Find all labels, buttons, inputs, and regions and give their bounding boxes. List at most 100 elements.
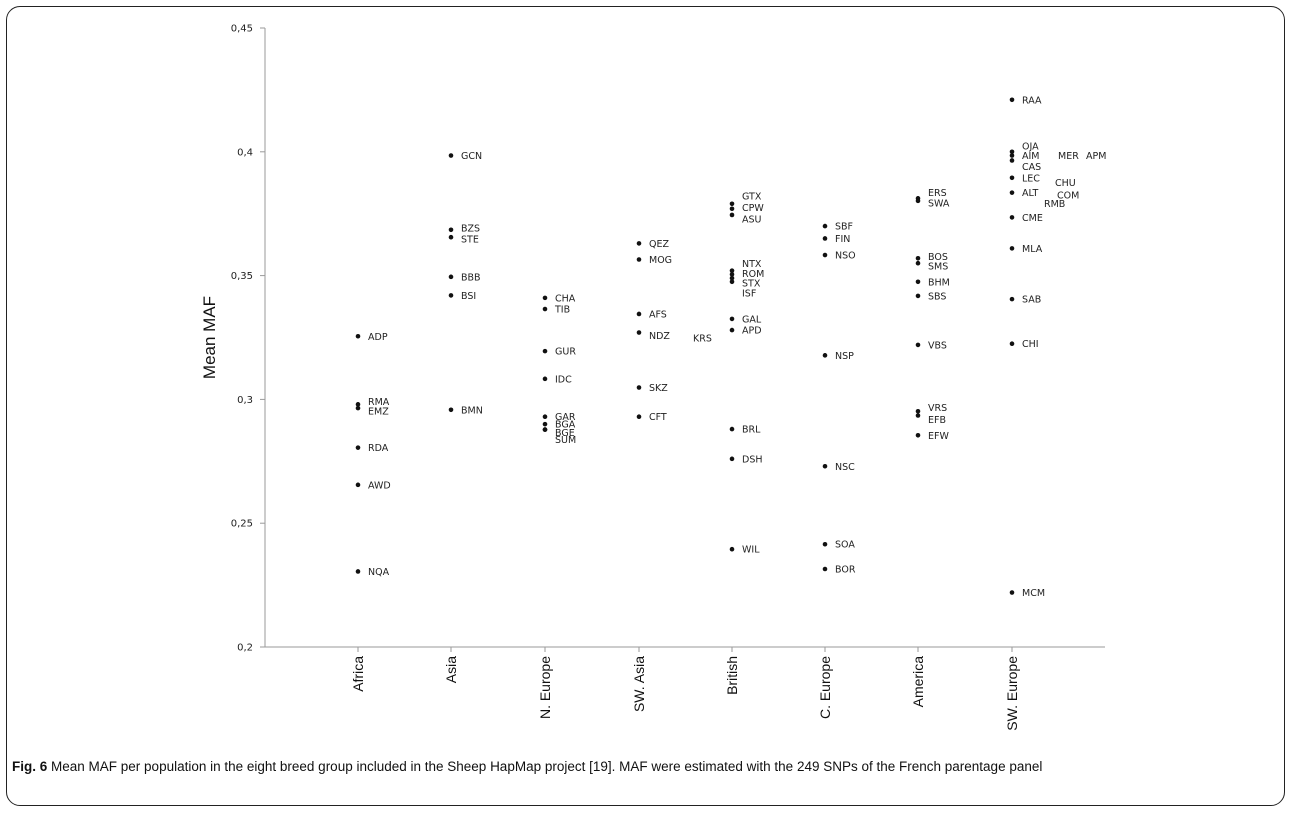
data-point bbox=[915, 255, 921, 261]
data-point-label: CHI bbox=[1022, 339, 1039, 350]
y-tick-label: 0,45 bbox=[231, 24, 253, 35]
data-point-label: EFW bbox=[928, 431, 949, 442]
data-point bbox=[915, 260, 921, 266]
data-point bbox=[355, 405, 361, 411]
data-point-label: SKZ bbox=[649, 383, 668, 394]
data-point-label: MCM bbox=[1022, 588, 1045, 599]
data-point-label: NSC bbox=[835, 462, 855, 473]
x-tick-label: N. Europe bbox=[537, 656, 553, 719]
data-point bbox=[542, 376, 548, 382]
data-point-label: NSP bbox=[835, 351, 854, 362]
data-point-label: OJA bbox=[1022, 141, 1039, 152]
data-point bbox=[729, 279, 735, 285]
data-point bbox=[729, 426, 735, 432]
data-point bbox=[729, 206, 735, 212]
data-point-label: AIM bbox=[1022, 151, 1040, 162]
data-point-label: ISF bbox=[742, 288, 756, 299]
data-point-label: GCN bbox=[461, 151, 482, 162]
data-point-label: ASU bbox=[742, 214, 762, 225]
data-point bbox=[915, 433, 921, 438]
data-point bbox=[1009, 149, 1015, 155]
data-point-label: BHM bbox=[928, 277, 950, 288]
x-tick-label: British bbox=[724, 656, 740, 695]
data-point-label: FIN bbox=[835, 234, 850, 245]
data-point bbox=[729, 546, 735, 552]
data-point-label: BRL bbox=[742, 425, 761, 436]
data-point-label: GTX bbox=[742, 191, 762, 202]
data-point bbox=[915, 293, 921, 299]
data-point-label: GAL bbox=[742, 314, 762, 325]
y-tick-label: 0,4 bbox=[237, 147, 253, 158]
x-tick-label: America bbox=[910, 656, 926, 708]
data-point bbox=[355, 445, 361, 450]
data-point-label: TIB bbox=[554, 305, 570, 316]
data-point-label: SWA bbox=[928, 198, 950, 209]
data-point bbox=[636, 414, 642, 420]
data-point bbox=[729, 268, 735, 273]
data-point bbox=[1009, 296, 1015, 302]
data-point-label: ERS bbox=[928, 188, 947, 199]
data-point bbox=[729, 272, 735, 277]
data-point-label: ADP bbox=[368, 332, 388, 343]
data-point-label: MOG bbox=[649, 255, 672, 266]
data-point-label: GUR bbox=[555, 347, 576, 358]
data-point bbox=[915, 198, 921, 204]
data-point-label: KRS bbox=[693, 334, 712, 345]
x-tick-label: SW. Asia bbox=[631, 656, 647, 712]
data-point-label: RMB bbox=[1044, 199, 1065, 210]
data-point-label: APD bbox=[742, 326, 762, 337]
data-point-label: ROM bbox=[742, 269, 764, 280]
data-point-label: IDC bbox=[555, 374, 572, 385]
data-point-label: BMN bbox=[461, 405, 483, 416]
data-point bbox=[729, 201, 735, 207]
data-point bbox=[448, 234, 454, 240]
data-point bbox=[542, 295, 548, 301]
data-point-label: CAS bbox=[1022, 162, 1041, 173]
y-axis-title: Mean MAF bbox=[200, 296, 219, 379]
data-point bbox=[355, 482, 361, 488]
data-point-label: CHA bbox=[555, 293, 576, 304]
data-point-label: NDZ bbox=[649, 331, 670, 342]
data-point bbox=[355, 402, 361, 407]
data-point bbox=[729, 327, 735, 333]
data-point-label: BOS bbox=[928, 252, 948, 263]
data-point bbox=[915, 342, 921, 348]
chart-axes: 0,2 0,25 0,3 0,35 0,4 0,45 Mean MAF Africa Asia N… bbox=[200, 24, 1105, 731]
data-point-label: COM bbox=[1057, 191, 1079, 202]
data-point-label: SMS bbox=[928, 262, 948, 273]
data-point bbox=[822, 252, 828, 258]
data-point bbox=[636, 330, 642, 335]
data-point-label: BGE bbox=[555, 428, 575, 439]
data-point bbox=[729, 456, 735, 462]
scatter-chart: 0,2 0,25 0,3 0,35 0,4 0,45 Mean MAF Africa Asia N… bbox=[200, 24, 1106, 731]
data-point bbox=[729, 316, 735, 322]
data-point-label: RMA bbox=[368, 397, 390, 408]
data-point bbox=[1009, 97, 1015, 103]
data-point bbox=[636, 257, 642, 262]
data-point bbox=[355, 333, 361, 339]
data-point-label: VBS bbox=[928, 340, 947, 351]
data-point-label: STX bbox=[742, 279, 761, 290]
data-point-label: RAA bbox=[1022, 95, 1042, 106]
data-point bbox=[542, 348, 548, 354]
data-point bbox=[915, 408, 921, 414]
caption-text: Mean MAF per population in the eight bre… bbox=[47, 759, 1043, 774]
data-point-label: BBB bbox=[461, 272, 481, 283]
data-point-label: SUM bbox=[555, 435, 576, 446]
data-point bbox=[822, 541, 828, 547]
figure-caption: Fig. 6 Mean MAF per population in the ei… bbox=[12, 757, 1280, 776]
data-point bbox=[1009, 175, 1015, 181]
data-point bbox=[448, 227, 454, 233]
data-point-label: ALT bbox=[1022, 188, 1038, 199]
data-point-label: BSI bbox=[461, 291, 476, 302]
y-tick-label: 0,35 bbox=[231, 271, 253, 282]
x-tick-label: C. Europe bbox=[817, 656, 833, 719]
data-point-label: MER bbox=[1058, 151, 1079, 162]
data-point-label: CPW bbox=[742, 203, 764, 214]
data-point-label: GAR bbox=[555, 412, 576, 423]
data-point-label: NSO bbox=[835, 251, 856, 262]
data-point-label: CFT bbox=[649, 412, 667, 423]
data-point bbox=[822, 463, 828, 469]
data-point bbox=[355, 569, 361, 574]
